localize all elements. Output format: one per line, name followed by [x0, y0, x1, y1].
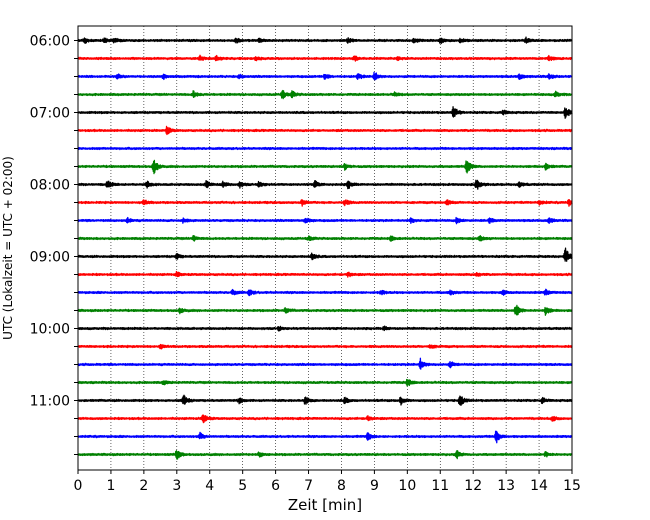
y-tick-label: 10:00 — [30, 322, 70, 338]
x-tick-label: 10 — [398, 478, 416, 494]
y-axis: 06:00 07:00 08:00 09:00 10:00 11:00 — [30, 34, 78, 455]
trace-0645 — [77, 89, 573, 100]
trace-0930 — [77, 288, 573, 297]
trace-0700 — [77, 106, 573, 119]
trace-0915 — [77, 270, 573, 278]
trace-1030 — [77, 357, 573, 370]
y-tick-label: 06:00 — [30, 34, 70, 50]
y-tick-label: 11:00 — [30, 394, 70, 410]
trace-1130 — [77, 430, 573, 444]
trace-1115 — [77, 414, 573, 424]
trace-1100 — [77, 394, 573, 406]
trace-0830 — [77, 216, 573, 225]
trace-0945 — [77, 304, 573, 316]
trace-0630 — [77, 71, 573, 81]
trace-1045 — [77, 378, 573, 387]
x-axis: 0 1 2 3 4 5 6 7 8 9 10 11 12 13 14 15 — [74, 470, 581, 494]
trace-0900 — [77, 247, 573, 262]
trace-0600 — [77, 36, 573, 45]
x-tick-label: 13 — [497, 478, 515, 494]
x-tick-label: 5 — [238, 478, 247, 494]
x-tick-label: 12 — [464, 478, 482, 494]
plot-frame — [77, 25, 573, 471]
x-tick-label: 14 — [530, 478, 548, 494]
trace-1145 — [77, 450, 573, 460]
trace-0715 — [77, 125, 573, 136]
x-tick-label: 6 — [271, 478, 280, 494]
trace-0615 — [77, 54, 573, 62]
y-axis-label: UTC (Lokalzeit = UTC + 02:00) — [1, 156, 15, 340]
x-tick-label: 8 — [337, 478, 346, 494]
x-tick-label: 9 — [370, 478, 379, 494]
trace-0845 — [77, 235, 573, 242]
x-tick-label: 1 — [106, 478, 115, 494]
y-tick-label: 08:00 — [30, 178, 70, 194]
trace-0730 — [77, 146, 573, 151]
seismogram-traces — [77, 36, 573, 460]
x-tick-label: 15 — [563, 478, 581, 494]
y-tick-label: 07:00 — [30, 106, 70, 122]
x-tick-label: 3 — [172, 478, 181, 494]
trace-1015 — [77, 343, 573, 350]
y-tick-label: 09:00 — [30, 250, 70, 266]
x-tick-label: 2 — [139, 478, 148, 494]
x-tick-label: 7 — [304, 478, 313, 494]
x-tick-label: 4 — [205, 478, 214, 494]
trace-0800 — [77, 179, 573, 190]
trace-0745 — [77, 159, 573, 175]
trace-1000 — [77, 325, 573, 332]
x-tick-label: 11 — [431, 478, 449, 494]
trace-0815 — [77, 199, 573, 207]
x-tick-label: 0 — [74, 478, 83, 494]
x-grid — [110, 26, 540, 470]
x-axis-label: Zeit [min] — [288, 496, 362, 514]
